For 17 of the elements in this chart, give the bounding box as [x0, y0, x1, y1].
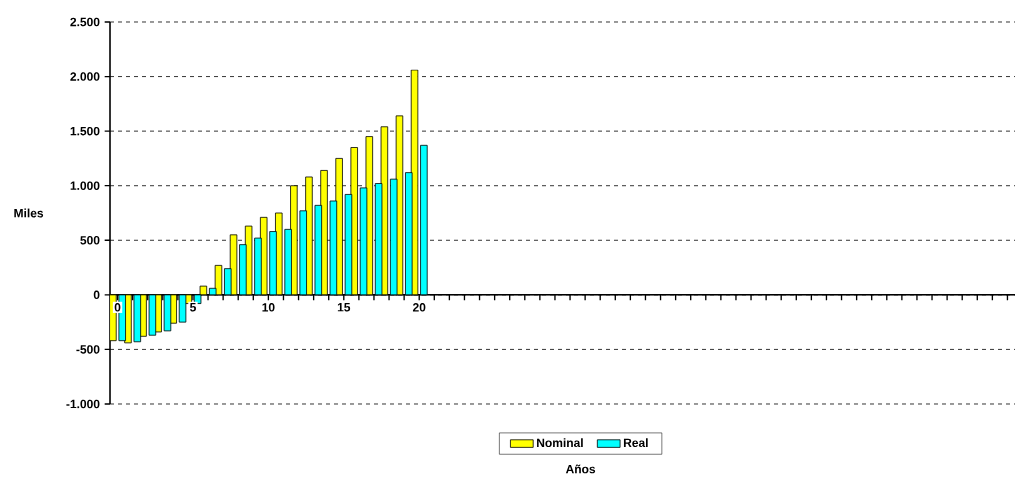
y-axis-title: Miles	[14, 208, 44, 218]
x-tick-label: 5	[190, 303, 196, 312]
y-tick-label: -1.000	[66, 399, 100, 409]
x-tick-label: 0	[114, 303, 121, 312]
y-tick-label: 2.000	[70, 72, 100, 81]
x-tick-label: 15	[337, 303, 351, 312]
y-tick-label: 2.500	[70, 17, 100, 27]
y-tick-label: 1.500	[70, 126, 100, 136]
x-tick-label: 20	[412, 303, 426, 312]
x-tick-label: 10	[262, 303, 275, 312]
y-tick-label: 500	[80, 236, 100, 245]
y-tick-label: -500	[76, 345, 100, 354]
legend-label: Nominal	[537, 438, 583, 448]
legend-label: Real	[623, 438, 648, 448]
y-tick-label: 0	[93, 290, 100, 300]
y-tick-label: 1.000	[70, 181, 100, 190]
x-axis-title: Años	[565, 464, 596, 474]
